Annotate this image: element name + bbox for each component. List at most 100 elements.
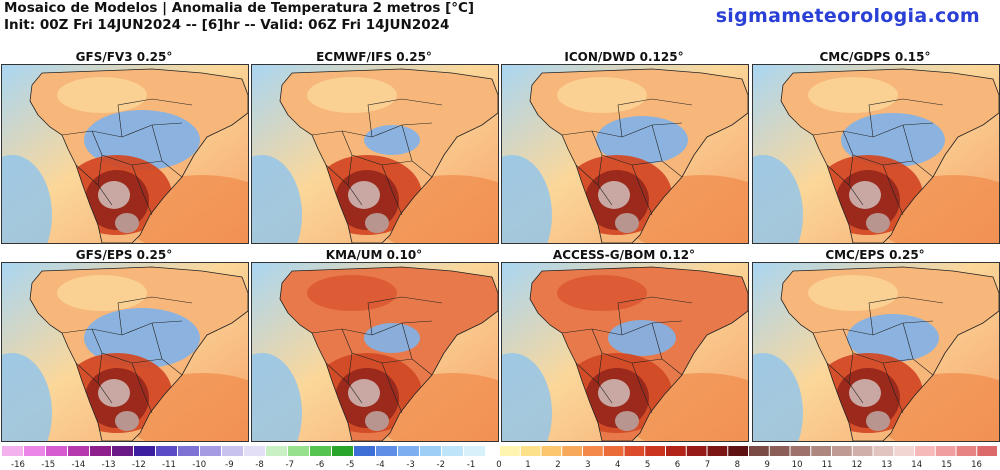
legend-swatch xyxy=(956,446,977,456)
legend-swatch xyxy=(852,446,873,456)
legend-swatch xyxy=(464,446,485,456)
legend-swatch xyxy=(935,446,956,456)
legend-swatch xyxy=(68,446,89,456)
legend-swatch xyxy=(728,446,748,456)
legend-swatch xyxy=(686,446,707,456)
legend-swatch xyxy=(666,446,686,456)
page-subtitle: Init: 00Z Fri 14JUN2024 -- [6]hr -- Vali… xyxy=(4,17,450,33)
color-legend: -16 -15 -14 -13 -12 -11 -10 -9 -8 -7 -6 -5 -4 -3 -2 -1 0… xyxy=(2,446,997,470)
coastline xyxy=(29,266,248,441)
legend-tick-label: 2 xyxy=(555,460,560,470)
legend-tick-label: -4 xyxy=(376,460,384,470)
panel-title: CMC/GDPS 0.15° xyxy=(819,50,931,64)
panel-title: ICON/DWD 0.125° xyxy=(564,50,684,64)
panel-title: GFS/FV3 0.25° xyxy=(75,50,173,64)
coastline xyxy=(529,266,748,441)
model-map-panel[interactable] xyxy=(251,64,499,244)
legend-swatch xyxy=(46,446,67,456)
model-map-panel[interactable] xyxy=(752,262,1000,442)
legend-tick-label: -9 xyxy=(225,460,233,470)
legend-swatch xyxy=(288,446,309,456)
legend-swatch xyxy=(420,446,441,456)
legend-swatch xyxy=(376,446,397,456)
legend-swatch xyxy=(332,446,353,456)
legend-swatch xyxy=(520,446,541,456)
legend-swatch xyxy=(603,446,624,456)
legend-swatch xyxy=(266,446,287,456)
panel-title: KMA/UM 0.10° xyxy=(325,248,423,262)
legend-swatch xyxy=(790,446,811,456)
legend-tick-label: -2 xyxy=(437,460,445,470)
legend-tick-label: 15 xyxy=(941,460,952,470)
legend-tick-label: 1 xyxy=(525,460,530,470)
legend-tick-label: 0 xyxy=(496,460,501,470)
legend-tick-label: 16 xyxy=(971,460,982,470)
legend-swatch xyxy=(749,446,769,456)
panel-title: ECMWF/IFS 0.25° xyxy=(316,50,432,64)
legend-tick-label: 8 xyxy=(735,460,740,470)
coastline xyxy=(780,68,999,243)
legend-tick-label: -3 xyxy=(406,460,414,470)
legend-tick-label: 13 xyxy=(881,460,892,470)
legend-swatch xyxy=(244,446,265,456)
page-title: Mosaico de Modelos | Anomalia de Tempera… xyxy=(4,0,475,16)
land-field xyxy=(280,267,498,441)
model-map-panel[interactable] xyxy=(1,64,249,244)
legend-tick-label: 14 xyxy=(911,460,922,470)
model-map-panel[interactable] xyxy=(501,64,749,244)
model-map-panel[interactable] xyxy=(1,262,249,442)
legend-swatch xyxy=(156,446,177,456)
model-map-panel[interactable] xyxy=(752,64,1000,244)
legend-tick-label: -10 xyxy=(192,460,206,470)
legend-tick-label: 3 xyxy=(585,460,590,470)
legend-swatch xyxy=(2,446,23,456)
coastline xyxy=(529,68,748,243)
legend-swatch xyxy=(894,446,914,456)
panel-title: ACCESS-G/BOM 0.12° xyxy=(552,248,696,262)
legend-swatch xyxy=(354,446,375,456)
coastline xyxy=(780,266,999,441)
legend-swatch xyxy=(769,446,790,456)
legend-swatch xyxy=(442,446,463,456)
coastline xyxy=(279,266,498,441)
model-map-panel[interactable] xyxy=(501,262,749,442)
legend-swatch xyxy=(310,446,331,456)
legend-tick-label: -12 xyxy=(132,460,146,470)
legend-tick-label: -15 xyxy=(41,460,55,470)
legend-swatch xyxy=(645,446,665,456)
legend-swatch xyxy=(811,446,831,456)
panel-title: CMC/EPS 0.25° xyxy=(825,248,925,262)
legend-swatch xyxy=(500,446,520,456)
legend-tick-label: -13 xyxy=(102,460,116,470)
legend-swatch xyxy=(977,446,997,456)
legend-tick-label: 4 xyxy=(615,460,620,470)
legend-tick-label: 5 xyxy=(645,460,650,470)
legend-tick-label: 12 xyxy=(851,460,862,470)
panel-title: GFS/EPS 0.25° xyxy=(75,248,173,262)
legend-tick-label: 11 xyxy=(822,460,833,470)
legend-tick-label: 9 xyxy=(764,460,769,470)
legend-tick-label: -8 xyxy=(255,460,263,470)
legend-tick-label: 6 xyxy=(675,460,680,470)
legend-swatch xyxy=(832,446,852,456)
legend-swatch xyxy=(541,446,562,456)
legend-swatch xyxy=(134,446,155,456)
legend-swatch xyxy=(707,446,728,456)
legend-tick-label: 7 xyxy=(705,460,710,470)
legend-swatch xyxy=(398,446,419,456)
legend-swatch xyxy=(90,446,111,456)
brand-logo-text[interactable]: sigmameteorologia.com xyxy=(715,5,980,27)
legend-swatch xyxy=(873,446,894,456)
legend-tick-label: -16 xyxy=(11,460,25,470)
legend-tick-label: -5 xyxy=(346,460,354,470)
legend-swatch xyxy=(112,446,133,456)
legend-tick-label: -6 xyxy=(316,460,324,470)
legend-tick-label: -14 xyxy=(71,460,85,470)
land-field xyxy=(280,69,498,243)
model-map-panel[interactable] xyxy=(251,262,499,442)
legend-swatch xyxy=(222,446,243,456)
legend-swatch xyxy=(200,446,221,456)
legend-swatch xyxy=(178,446,199,456)
legend-tick-label: -11 xyxy=(162,460,176,470)
legend-swatch xyxy=(583,446,603,456)
